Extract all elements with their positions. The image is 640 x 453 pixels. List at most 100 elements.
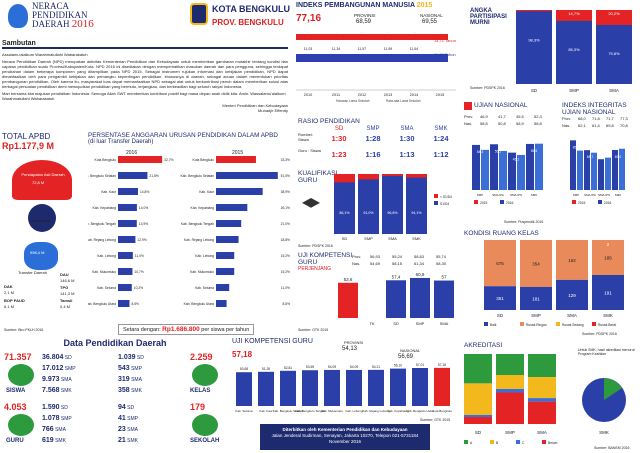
akr-seg: [528, 377, 556, 399]
ang16-bar: [118, 300, 130, 307]
apm-bar-label: 79,8%: [608, 51, 620, 56]
ipm-panel: INDEKS PEMBANGUNAN MANUSIA 2015 77,16 PR…: [296, 2, 468, 102]
un-g-bar2016: [517, 154, 525, 190]
sekolah-row: 23 SMA: [118, 426, 188, 433]
ang16-value: 11,0%: [135, 254, 144, 258]
ipm-top-label: 14,3: [411, 32, 418, 33]
ukg-chart: 53,6 57,4 60,9 57 TK SD SMP SMA: [338, 272, 454, 326]
kelas-row-value: 1.039: [118, 354, 136, 361]
akr-cat: SD: [475, 430, 482, 435]
un-g-nas-val: 58,9: [516, 121, 524, 126]
datapend-title: Data Pendidikan Daerah: [63, 338, 167, 348]
anggaran-year-2016: 2016: [126, 150, 138, 156]
ipm-legend1: Harapan Lama Sekolah: [336, 99, 370, 102]
kual-label: 86,1%: [339, 211, 350, 215]
kelas-row: 358 SMK: [118, 387, 188, 394]
un-icon: [464, 102, 472, 110]
un-title: UJIAN NASIONAL: [474, 102, 528, 109]
ukgk-bar: [390, 368, 406, 406]
un-g-prov-label: Prov.: [464, 114, 474, 119]
kondisi-title: KONDISI RUANG KELAS: [464, 230, 539, 237]
ukg-jenjang-panel: UJI KOMPETENSI GURU PERJENJANG Prov. Nas.…: [298, 252, 462, 334]
kondisi-panel: KONDISI RUANG KELAS 675 351 SD 354 181 SMP 162…: [464, 230, 638, 340]
guru-label: Guru : Siswa: [298, 148, 321, 153]
kond-legend-swatch: [556, 322, 560, 326]
ang15-label: Kab. Seluma: [195, 286, 214, 290]
ang15-label: Kota Bengkulu: [193, 158, 215, 162]
region-name: KOTA BENGKULU: [212, 4, 290, 14]
province-name: PROV. BENGKULU: [212, 18, 284, 27]
kond-legend-swatch: [484, 322, 488, 326]
ang16-bar: [118, 268, 133, 275]
ukgk-bar: [324, 369, 340, 406]
dak-label: DAK: [4, 284, 13, 289]
ukg-kab-nat-label: NASIONAL: [400, 348, 421, 353]
ang16-label: Kab. Bengkulu Tengah: [88, 222, 116, 226]
sambutan-greeting: Assalamu'alaikum Warahmatullahi Wabaraka…: [2, 52, 88, 57]
akr-cat: SMA: [537, 430, 547, 435]
guru-row-value: 1.590: [42, 404, 60, 411]
iiun-g-label: 85,6: [573, 145, 580, 149]
kualifikasi-chart: 86,1% SD 91,0% SMP 96,8% SMA 94,1% SMK < S1/D4 S1…: [334, 174, 452, 241]
un-g-label: 54,4: [477, 150, 484, 154]
akr-seg: [528, 354, 556, 378]
ipm-nat-value: 69,55: [422, 19, 438, 25]
ipm-year-tick: 2011: [332, 93, 340, 97]
kelas-row-level: SD: [135, 355, 144, 361]
iiun-g-bar2016: [619, 148, 625, 190]
ukgk-value: 54,09: [328, 365, 336, 369]
ukgk-bar: [236, 372, 252, 406]
ukgk-value: 57,18: [438, 363, 446, 367]
ukg-bar-label: 53,6: [344, 277, 353, 282]
iiun-g-prov-label: Prov.: [562, 116, 572, 121]
ipm-year-tick: 2013: [384, 93, 392, 97]
guru-row: 619 SMK: [42, 437, 112, 444]
footer-line1: Diterbitkan oleh Kementerian Pendidikan …: [282, 427, 408, 432]
iiun-g-bar2015: [598, 159, 604, 190]
kond-baik-label: 191: [604, 291, 612, 296]
ukgk-value: 50,68: [240, 367, 248, 371]
ipm-bot-label: 11,34: [332, 47, 341, 51]
ukgk-bar: [434, 367, 450, 406]
ipm-chart: 14,12 14,16 14,19 14,21 14,3 14,36 11,03 11,34 1…: [296, 32, 456, 102]
siswa-icon: [8, 364, 34, 386]
ang16-value: 10,7%: [134, 270, 143, 274]
iiun-g-label: 69,0: [615, 155, 622, 159]
un-g-label: 55,6: [531, 149, 538, 153]
kond-bar-ringan: [484, 240, 516, 287]
siswa-row-level: SMP: [63, 366, 76, 372]
sekolah-row: 94 SD: [118, 404, 188, 411]
kual-legend-blue: [434, 201, 438, 205]
ukg-cat: SD: [393, 321, 399, 326]
ang16-bar: [118, 156, 163, 163]
grad-cap-icon: [302, 198, 320, 208]
rasio-grid: SD 1:30 1:23 SMP 1:28 1:16 SMA 1:30 1:13 SMK 1:24 1…: [324, 126, 462, 166]
ipm-bot-label: 11,64: [410, 47, 419, 51]
kond-legend: Rusak Berat: [598, 323, 616, 327]
un-g-label: 55,2: [495, 149, 502, 153]
un-g-prov-val: 46,9: [480, 114, 488, 119]
ipm-bot-label: 11,59: [384, 47, 393, 51]
kond-legend: Rusak Sedang: [562, 323, 584, 327]
pad-value: 72,8 M: [32, 180, 45, 185]
iiun-g-label: 68,7: [587, 155, 594, 159]
un-chart: 54,4 SMP 55,2 SMA IPA 45,1 SMA IPS 55,6 SMK 2015…: [472, 143, 543, 205]
siswa-total: 71.357: [4, 352, 32, 362]
rasio-guru: 1:12: [433, 150, 449, 159]
un-g-nas-val: 58,8: [534, 121, 542, 126]
akr-smk-slice: [604, 378, 622, 400]
iiun-g-legend-a: [572, 200, 576, 204]
sekolah-total: 179: [190, 402, 206, 412]
ukg-prov-val: 55,24: [392, 254, 403, 259]
kual-legend2: S1/D4: [440, 202, 449, 206]
guru-row-value: 1.078: [42, 415, 60, 422]
sekolah-row-level: SMA: [125, 427, 139, 433]
akr-legend-swatch: [464, 440, 468, 444]
un-g-bar2016: [481, 149, 489, 190]
akreditasi-source: Sumber: BANSM 2016: [594, 446, 630, 450]
ipm-top-label: 14,12: [304, 32, 313, 33]
ang15-value: 38,9%: [281, 190, 290, 194]
un-g-legend-a: [474, 200, 478, 204]
kual-label: 91,0%: [363, 211, 374, 215]
kond-legend: Rusak Ringan: [526, 323, 547, 327]
